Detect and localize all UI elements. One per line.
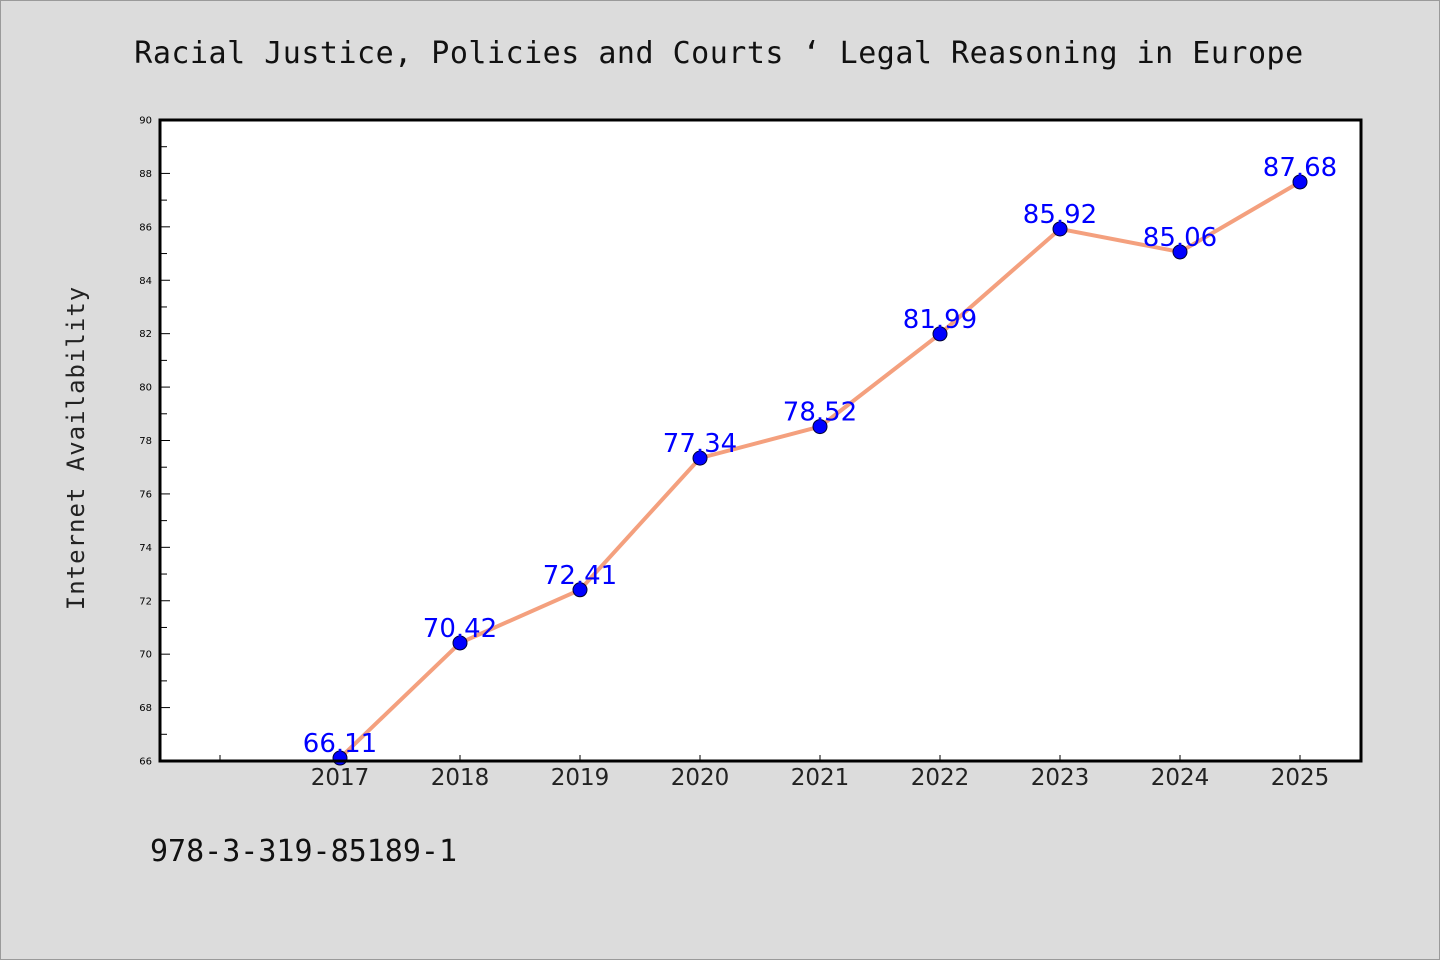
- y-tick-label: 66: [139, 757, 152, 768]
- x-tick-label: 2024: [1151, 765, 1210, 791]
- x-tick-label: 2017: [311, 765, 370, 791]
- data-point: [452, 635, 468, 651]
- data-label: 85.92: [1023, 200, 1097, 230]
- data-label: 72.41: [543, 561, 617, 591]
- x-tick-label: 2019: [551, 765, 610, 791]
- data-label: 85.06: [1143, 223, 1217, 253]
- y-tick-label: 84: [139, 276, 152, 287]
- chart-title: Racial Justice, Policies and Courts ‘ Le…: [134, 36, 1304, 71]
- y-tick-label: 82: [139, 329, 152, 340]
- x-tick-label: 2023: [1031, 765, 1090, 791]
- data-label: 87.68: [1263, 153, 1337, 183]
- data-label: 70.42: [423, 614, 497, 644]
- data-point: [1292, 174, 1308, 190]
- data-label: 81.99: [903, 305, 977, 335]
- y-tick-label: 86: [139, 222, 152, 233]
- data-point: [572, 582, 588, 598]
- x-tick-label: 2018: [431, 765, 490, 791]
- data-point: [932, 326, 948, 342]
- y-tick-label: 78: [139, 436, 152, 447]
- data-label: 78.52: [783, 398, 857, 428]
- data-label: 77.34: [663, 429, 737, 459]
- data-point: [1172, 244, 1188, 260]
- x-tick-label: 2021: [791, 765, 850, 791]
- y-tick-label: 74: [139, 543, 152, 554]
- x-tick-label: 2020: [671, 765, 730, 791]
- y-tick-label: 80: [139, 383, 152, 394]
- y-tick-label: 88: [139, 169, 152, 180]
- y-tick-label: 72: [139, 596, 152, 607]
- isbn-text: 978-3-319-85189-1: [150, 834, 458, 869]
- y-tick-label: 68: [139, 703, 152, 714]
- x-tick-label: 2022: [911, 765, 970, 791]
- plot-border: [158, 118, 1363, 763]
- y-tick-label: 70: [139, 650, 152, 661]
- data-point: [692, 450, 708, 466]
- data-point: [812, 419, 828, 435]
- data-point: [1052, 221, 1068, 237]
- y-tick-label: 76: [139, 489, 152, 500]
- x-tick-label: 2025: [1271, 765, 1330, 791]
- y-tick-label: 90: [139, 116, 152, 127]
- data-label: 66.11: [303, 729, 377, 759]
